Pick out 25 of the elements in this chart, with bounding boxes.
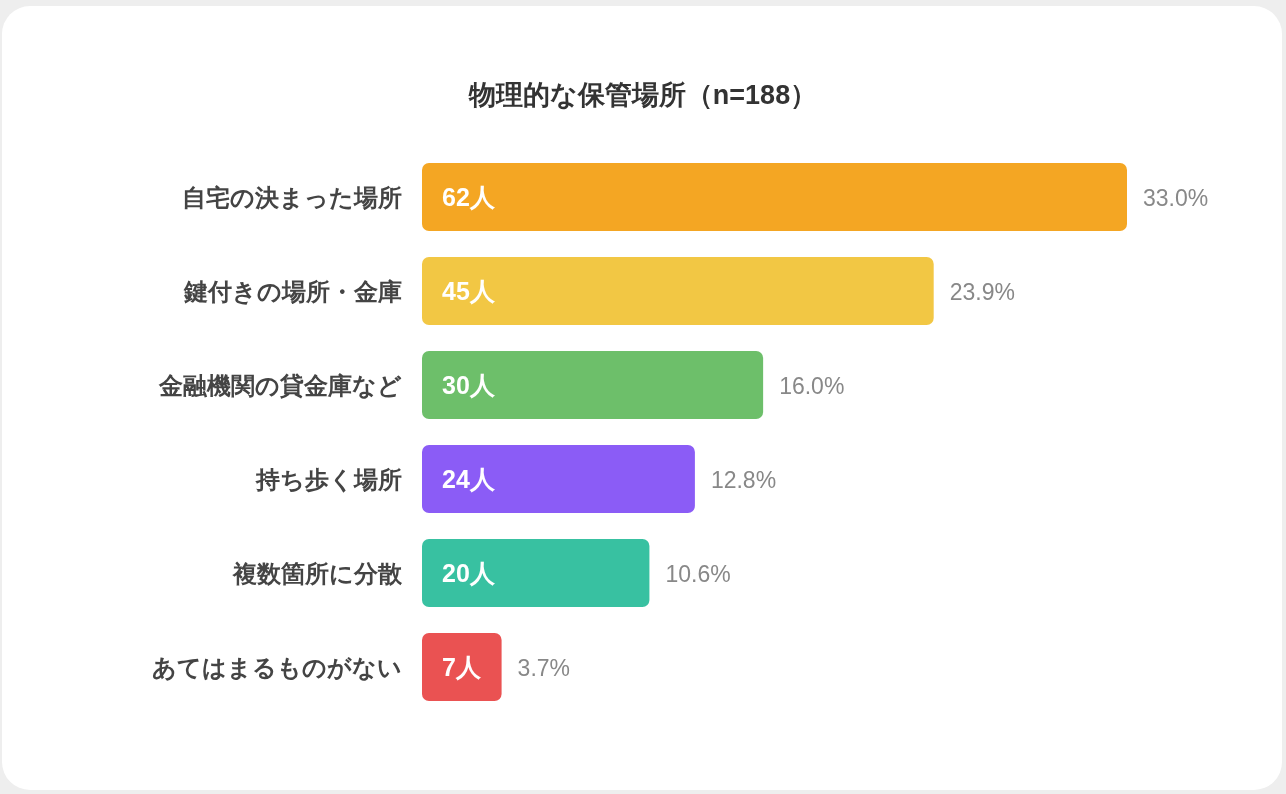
bar [422,539,650,607]
bar [422,445,695,513]
y-tick-label: 金融機関の貸金庫など [158,372,402,399]
annotation: 23.9% [949,279,1015,305]
annotation: 10.6% [665,561,731,587]
data-label: 62人 [442,183,496,211]
data-label: 30人 [442,371,496,399]
annotation: 33.0% [1143,185,1209,211]
annotation: 3.7% [517,655,571,681]
y-tick-label: あてはまるものがない [152,654,402,681]
chart-title: 物理的な保管場所（n=188） [467,80,818,110]
y-tick-label: 鍵付きの場所・金庫 [183,278,402,305]
data-label: 20人 [442,559,496,587]
annotation: 16.0% [779,373,845,399]
bar [422,163,1127,231]
bar [422,633,502,701]
y-tick-label: 持ち歩く場所 [255,466,402,493]
data-label: 45人 [442,277,496,305]
annotation: 12.8% [710,467,777,493]
data-label: 24人 [442,465,496,493]
data-label: 7人 [442,653,482,681]
bar [422,351,764,419]
y-tick-label: 自宅の決まった場所 [182,184,402,211]
bar [422,257,934,325]
y-tick-label: 複数箇所に分散 [232,560,403,587]
